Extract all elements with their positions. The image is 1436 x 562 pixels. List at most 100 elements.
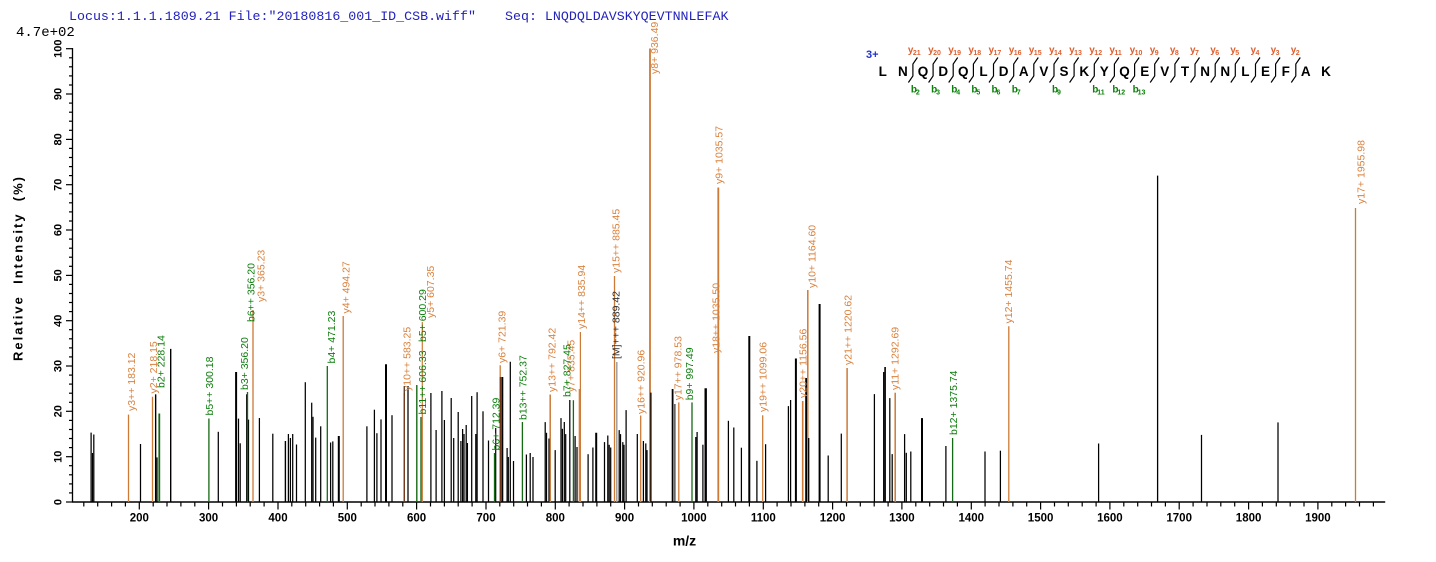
svg-text:K: K: [1321, 64, 1331, 79]
svg-text:b: b: [931, 85, 937, 96]
svg-text:N: N: [898, 64, 908, 79]
svg-text:F: F: [1282, 64, 1290, 79]
svg-text:10: 10: [53, 451, 65, 463]
svg-text:7: 7: [1017, 90, 1021, 97]
svg-text:40: 40: [53, 315, 65, 327]
svg-text:10: 10: [1135, 50, 1143, 57]
svg-text:y: y: [1170, 45, 1176, 56]
svg-text:D: D: [999, 64, 1009, 79]
svg-text:T: T: [1181, 64, 1190, 79]
svg-text:20: 20: [53, 405, 65, 417]
svg-text:4.7e+02: 4.7e+02: [16, 25, 75, 41]
svg-text:b6+ 712.39: b6+ 712.39: [490, 397, 502, 450]
svg-text:K: K: [1079, 64, 1089, 79]
svg-text:1400: 1400: [959, 513, 985, 525]
svg-text:S: S: [1059, 64, 1068, 79]
svg-text:b9+ 997.49: b9+ 997.49: [684, 347, 696, 400]
svg-text:6: 6: [997, 90, 1001, 97]
svg-text:y5+ 607.35: y5+ 607.35: [425, 266, 437, 318]
svg-text:b13++ 752.37: b13++ 752.37: [518, 355, 530, 420]
svg-text:13: 13: [1074, 50, 1082, 57]
svg-text:30: 30: [53, 360, 65, 372]
svg-text:b7+ 827.45: b7+ 827.45: [561, 344, 573, 397]
svg-text:y16++ 920.96: y16++ 920.96: [635, 350, 647, 414]
svg-text:1900: 1900: [1305, 513, 1331, 525]
svg-text:b: b: [992, 85, 998, 96]
svg-text:b3+ 356.20: b3+ 356.20: [239, 337, 251, 390]
svg-text:90: 90: [53, 88, 65, 100]
svg-text:1700: 1700: [1166, 513, 1192, 525]
svg-text:[M]+++ 889.42: [M]+++ 889.42: [610, 291, 622, 359]
svg-text:V: V: [1039, 64, 1048, 79]
svg-text:y: y: [1150, 45, 1156, 56]
svg-text:b: b: [1092, 85, 1098, 96]
svg-text:b: b: [971, 85, 977, 96]
svg-text:b2+ 228.14: b2+ 228.14: [156, 335, 168, 388]
svg-text:A: A: [1019, 64, 1029, 79]
svg-text:300: 300: [199, 513, 218, 525]
svg-text:1800: 1800: [1236, 513, 1262, 525]
svg-text:y: y: [1089, 45, 1095, 56]
svg-text:y: y: [968, 45, 974, 56]
svg-text:7: 7: [1195, 50, 1199, 57]
svg-text:y11+ 1292.69: y11+ 1292.69: [890, 327, 902, 390]
svg-text:b6++ 356.20: b6++ 356.20: [245, 263, 257, 322]
svg-text:y10++ 583.25: y10++ 583.25: [402, 327, 414, 391]
svg-text:b: b: [1012, 85, 1018, 96]
svg-text:D: D: [938, 64, 948, 79]
svg-text:b4+ 471.23: b4+ 471.23: [326, 310, 338, 363]
svg-text:400: 400: [268, 513, 287, 525]
svg-text:1000: 1000: [681, 513, 707, 525]
svg-text:y: y: [1130, 45, 1136, 56]
svg-text:y7+ 835.45: y7+ 835.45: [566, 340, 578, 392]
svg-text:20: 20: [933, 50, 941, 57]
svg-text:500: 500: [338, 513, 357, 525]
svg-text:A: A: [1301, 64, 1311, 79]
svg-text:y19++ 1099.06: y19++ 1099.06: [757, 342, 769, 412]
svg-text:700: 700: [476, 513, 495, 525]
svg-text:b: b: [1133, 85, 1139, 96]
svg-text:y8+ 936.49: y8+ 936.49: [649, 22, 661, 74]
svg-text:b5++ 300.18: b5++ 300.18: [204, 356, 216, 415]
svg-text:y14++ 835.94: y14++ 835.94: [576, 265, 588, 329]
svg-text:V: V: [1160, 64, 1169, 79]
svg-text:80: 80: [53, 133, 65, 145]
svg-text:4: 4: [1256, 50, 1260, 57]
svg-text:y: y: [1230, 45, 1236, 56]
svg-text:E: E: [1140, 64, 1149, 79]
svg-text:13: 13: [1138, 90, 1146, 97]
svg-text:y: y: [928, 45, 934, 56]
svg-text:17: 17: [994, 50, 1002, 57]
svg-text:9: 9: [1057, 90, 1061, 97]
svg-text:5: 5: [976, 90, 980, 97]
svg-text:12: 12: [1094, 50, 1102, 57]
svg-text:600: 600: [407, 513, 426, 525]
svg-text:1100: 1100: [751, 513, 776, 525]
svg-text:y15++ 885.45: y15++ 885.45: [610, 209, 622, 273]
svg-text:y17++ 978.53: y17++ 978.53: [672, 336, 684, 400]
svg-text:19: 19: [953, 50, 961, 57]
svg-text:y10+ 1164.60: y10+ 1164.60: [806, 225, 818, 288]
svg-text:y: y: [1190, 45, 1196, 56]
svg-text:E: E: [1261, 64, 1270, 79]
svg-text:L: L: [979, 64, 987, 79]
svg-text:y: y: [1271, 45, 1277, 56]
svg-text:y3++ 183.12: y3++ 183.12: [126, 352, 138, 411]
svg-text:15: 15: [1034, 50, 1042, 57]
svg-text:y20++ 1156.56: y20++ 1156.56: [798, 329, 810, 398]
svg-text:1600: 1600: [1097, 513, 1123, 525]
svg-text:y: y: [1251, 45, 1257, 56]
svg-text:12: 12: [1117, 90, 1125, 97]
svg-text:16: 16: [1014, 50, 1022, 57]
svg-text:b11++ 606.33: b11++ 606.33: [417, 350, 429, 414]
svg-text:18: 18: [973, 50, 981, 57]
svg-text:11: 11: [1114, 50, 1122, 57]
svg-text:b: b: [1112, 85, 1118, 96]
svg-text:y17+ 1955.98: y17+ 1955.98: [1355, 140, 1367, 204]
svg-text:b: b: [911, 85, 917, 96]
svg-text:y: y: [948, 45, 954, 56]
svg-text:y: y: [1069, 45, 1075, 56]
svg-text:14: 14: [1054, 50, 1062, 57]
svg-text:Y: Y: [1100, 64, 1109, 79]
svg-text:3: 3: [1276, 50, 1280, 57]
